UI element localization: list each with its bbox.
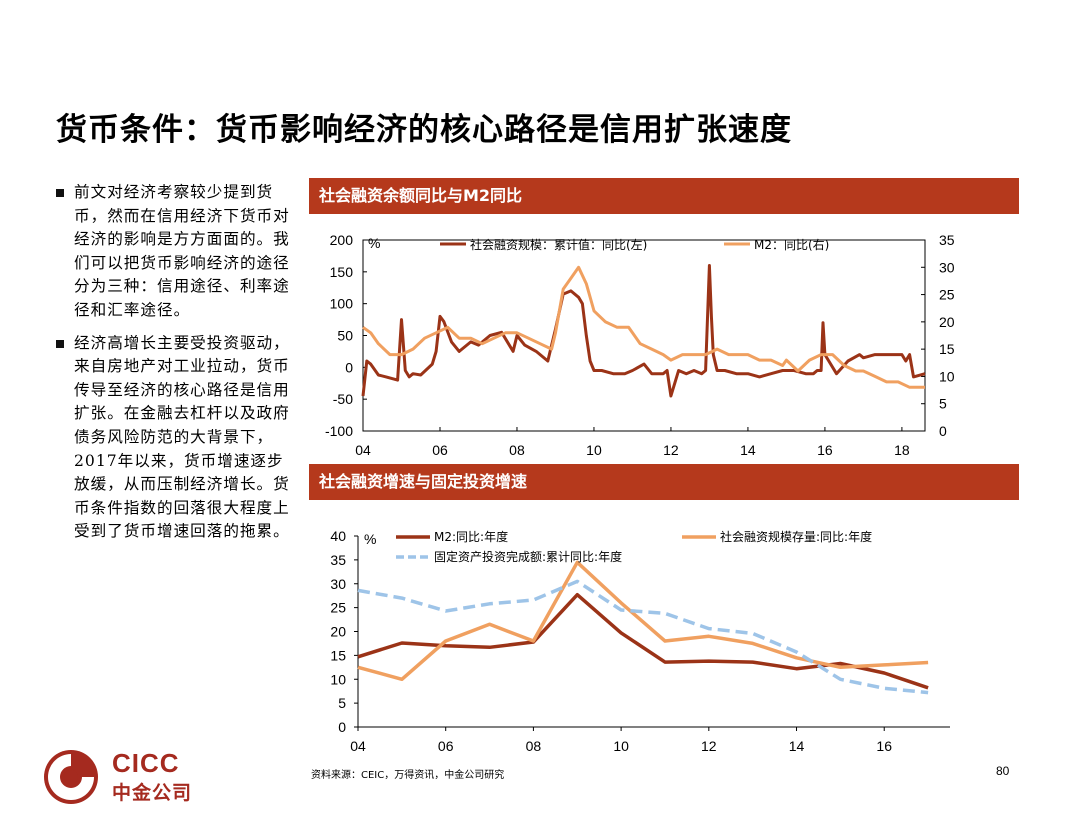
chart2-title: 社会融资增速与固定投资增速	[309, 464, 1019, 500]
chart2-series-line	[357, 579, 929, 695]
chart1-series-line	[361, 264, 926, 398]
chart2-y-tick-label: 15	[330, 647, 346, 663]
chart1-legend-label: 社会融资规模：累计值：同比(左)	[470, 237, 647, 252]
chart2-y-tick-label: 30	[330, 576, 346, 592]
chart2-x-tick-label: 12	[701, 738, 717, 754]
chart1-right-tick-label: 30	[939, 259, 955, 275]
chart1-right-tick-label: 25	[939, 287, 955, 303]
chart1-x-tick-label: 16	[817, 442, 833, 458]
chart1-left-tick-label: 200	[330, 232, 354, 248]
logo-chinese: 中金公司	[112, 782, 193, 804]
chart1-left-tick-label: 100	[330, 296, 354, 312]
chart1-right-tick-label: 35	[939, 232, 955, 248]
chart2-y-tick-label: 40	[330, 528, 346, 544]
chart2-series-line	[357, 560, 929, 682]
bullet-square-icon	[56, 339, 64, 348]
chart1-series-line	[362, 265, 925, 389]
chart1-left-tick-label: 50	[337, 328, 353, 344]
chart2-x-tick-label: 04	[350, 738, 366, 754]
bullet-list: 前文对经济考察较少提到货币，然而在信用经济下货币对经济的影响是方方面面的。我们可…	[56, 181, 300, 553]
chart2-y-tick-label: 10	[330, 671, 346, 687]
bullet-item: 经济高增长主要受投资驱动，来自房地产对工业拉动，货币传导至经济的核心路径是信用扩…	[56, 332, 300, 544]
chart2-y-tick-label: 0	[338, 719, 346, 735]
page-title: 货币条件：货币影响经济的核心路径是信用扩张速度	[56, 112, 792, 148]
chart1-right-tick-label: 15	[939, 341, 955, 357]
source-note: 资料来源：CEIC，万得资讯，中金公司研究	[311, 770, 505, 781]
page-number: 80	[996, 764, 1010, 778]
chart1-x-tick-label: 08	[509, 442, 525, 458]
chart2-y-tick-label: 5	[338, 695, 346, 711]
chart2-y-tick-label: 20	[330, 624, 346, 640]
chart2-x-tick-label: 10	[613, 738, 629, 754]
chart1-right-tick-label: 20	[939, 314, 955, 330]
chart1-x-tick-label: 18	[894, 442, 910, 458]
chart2-legend-label: 固定资产投资完成额:累计同比:年度	[434, 549, 622, 564]
chart2-x-tick-label: 06	[438, 738, 454, 754]
chart2-x-tick-label: 08	[526, 738, 542, 754]
chart2-x-tick-label: 16	[876, 738, 892, 754]
bullet-text: 经济高增长主要受投资驱动，来自房地产对工业拉动，货币传导至经济的核心路径是信用扩…	[74, 333, 290, 541]
cicc-logo: CICC 中金公司	[42, 746, 202, 808]
chart1-left-tick-label: 0	[345, 359, 353, 375]
chart1-left-tick-label: -50	[333, 391, 353, 407]
chart1-plot-frame	[362, 239, 926, 432]
chart1-x-tick-label: 04	[355, 442, 371, 458]
logo-latin: CICC	[112, 748, 180, 778]
chart1-unit-label: %	[368, 235, 380, 251]
bullet-item: 前文对经济考察较少提到货币，然而在信用经济下货币对经济的影响是方方面面的。我们可…	[56, 181, 300, 323]
chart1-left-tick-label: 150	[330, 264, 354, 280]
cicc-logo-icon	[44, 750, 98, 804]
chart1-left-tick-label: -100	[325, 423, 353, 439]
chart1-x-tick-label: 10	[586, 442, 602, 458]
chart1-x-tick-label: 12	[663, 442, 679, 458]
chart1-legend-label: M2：同比(右)	[754, 237, 829, 252]
chart2-legend-label: M2:同比:年度	[434, 529, 508, 544]
chart2-x-tick-label: 14	[789, 738, 805, 754]
chart1-right-tick-label: 5	[939, 396, 947, 412]
chart2-y-tick-label: 35	[330, 552, 346, 568]
bullet-text: 前文对经济考察较少提到货币，然而在信用经济下货币对经济的影响是方方面面的。我们可…	[74, 183, 290, 319]
chart1-x-tick-label: 14	[740, 442, 756, 458]
chart2-legend-label: 社会融资规模存量:同比:年度	[720, 529, 872, 544]
chart1-title: 社会融资余额同比与M2同比	[309, 178, 1019, 214]
chart1-right-tick-label: 10	[939, 368, 955, 384]
chart2-unit-label: %	[364, 531, 376, 547]
bullet-square-icon	[56, 189, 64, 197]
chart1-x-tick-label: 06	[432, 442, 448, 458]
chart1-right-tick-label: 0	[939, 423, 947, 439]
chart2-y-tick-label: 25	[330, 600, 346, 616]
